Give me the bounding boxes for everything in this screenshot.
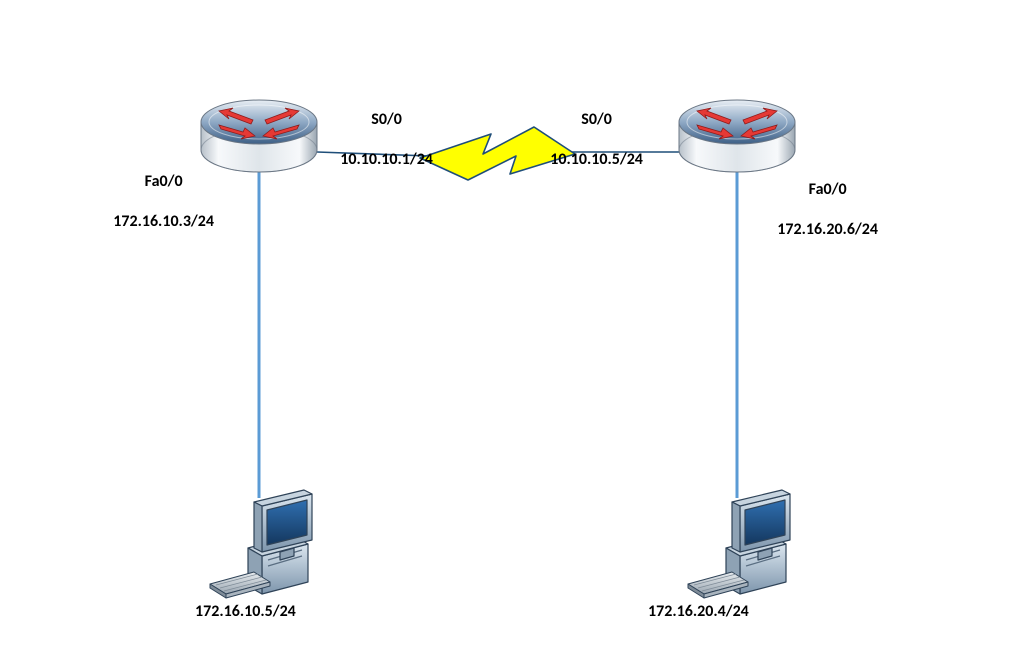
label-line: 10.10.10.5/24 [550, 150, 643, 169]
router-right-fa-label: Fa0/0 172.16.20.6/24 [770, 160, 878, 240]
computer-left-icon [210, 490, 312, 598]
label-line: 172.16.20.6/24 [777, 220, 878, 239]
label-line: S0/0 [371, 110, 402, 129]
router-left-fa-label: Fa0/0 172.16.10.3/24 [106, 152, 214, 232]
diagram-canvas [0, 0, 1024, 671]
label-line: 10.10.10.1/24 [340, 150, 433, 169]
label-line: 172.16.10.3/24 [113, 212, 214, 231]
router-right-s0-label: S0/0 10.10.10.5/24 [543, 90, 643, 170]
router-left-s0-label: S0/0 10.10.10.1/24 [333, 90, 433, 170]
label-line: S0/0 [581, 110, 612, 129]
computer-right-icon [688, 490, 790, 598]
router-left-icon [201, 100, 317, 172]
label-line: Fa0/0 [809, 180, 847, 199]
pc-left-label: 172.16.10.5/24 [195, 602, 296, 622]
pc-right-label: 172.16.20.4/24 [648, 602, 749, 622]
label-line: Fa0/0 [145, 172, 183, 191]
